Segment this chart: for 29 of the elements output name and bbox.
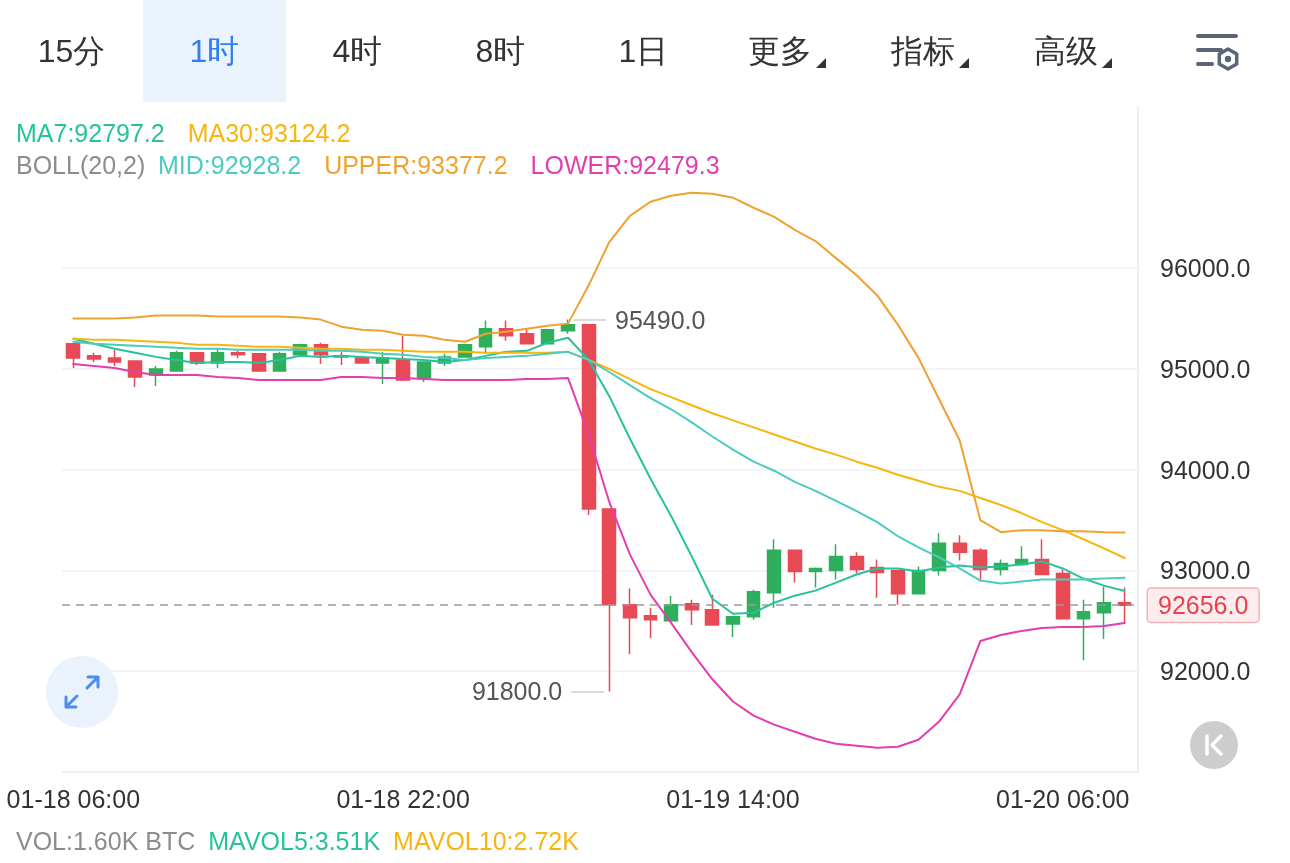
- selected-tab: 1时: [143, 0, 286, 102]
- x-tick-label: 01-18 06:00: [6, 784, 141, 813]
- text: 更多: [747, 32, 812, 71]
- text: 8时: [475, 32, 526, 71]
- text: MID:92928.2: [158, 151, 302, 179]
- text: UPPER:93377.2: [324, 151, 508, 179]
- annotation: 91800.0: [471, 677, 563, 706]
- text: MA30:93124.2: [187, 119, 351, 147]
- text: 15分: [37, 32, 106, 71]
- text: 1日: [618, 32, 669, 71]
- y-tick-label: 92000.0: [1160, 657, 1251, 686]
- y-tick-label: 94000.0: [1160, 455, 1251, 484]
- text: VOL:1.60K BTC: [16, 827, 196, 855]
- y-tick-label: 96000.0: [1160, 254, 1251, 283]
- text: 4时: [332, 32, 383, 71]
- text: MA7:92797.2: [16, 119, 165, 147]
- text: LOWER:92479.3: [530, 151, 720, 179]
- text: MAVOL5:3.51K: [208, 827, 381, 855]
- text: 指标: [890, 32, 955, 71]
- annotation: 95490.0: [615, 305, 706, 334]
- x-tick-label: 01-20 06:00: [996, 784, 1130, 813]
- y-tick-label: 95000.0: [1160, 354, 1251, 383]
- ref-line-label: 92656.0: [1158, 591, 1249, 620]
- x-tick-label: 01-19 14:00: [666, 784, 800, 813]
- x-tick-label: 01-18 22:00: [336, 784, 470, 813]
- text: MAVOL10:2.72K: [393, 827, 579, 855]
- annotation: BOLL(20,2): [16, 151, 146, 179]
- y-tick-label: 93000.0: [1160, 556, 1251, 585]
- text: 高级: [1033, 32, 1098, 71]
